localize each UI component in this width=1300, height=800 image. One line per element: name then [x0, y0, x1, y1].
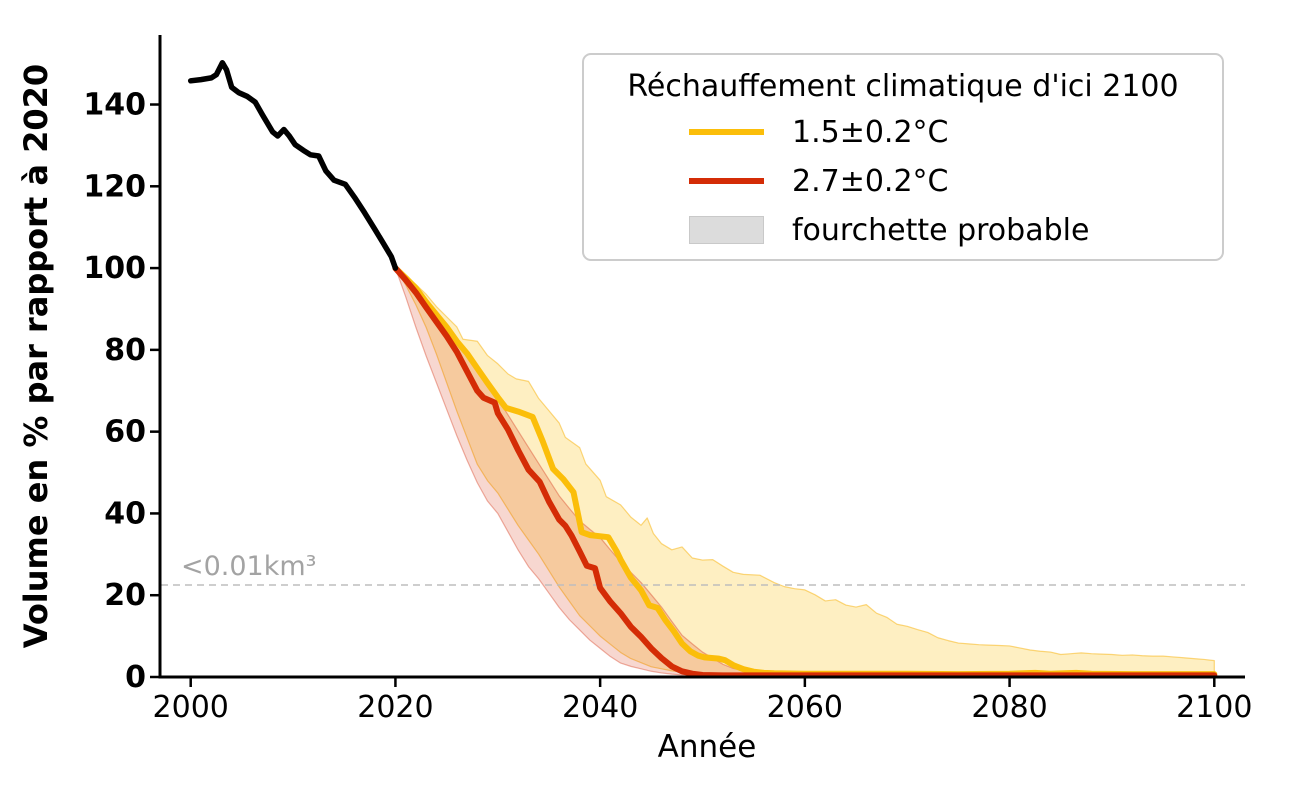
y-axis-title: Volume en % par rapport à 2020 — [17, 63, 55, 649]
x-tick-label: 2080 — [971, 690, 1047, 725]
y-tick-label: 80 — [104, 333, 146, 368]
y-tick-label: 60 — [104, 415, 146, 450]
x-axis-title: Année — [657, 729, 757, 765]
legend-entry-likely-range: fourchette probable — [689, 212, 1090, 248]
legend: Réchauffement climatique d'ici 2100 1.5±… — [582, 53, 1224, 261]
legend-label-2-7: 2.7±0.2°C — [792, 163, 949, 199]
uncertainty-band-0 — [394, 267, 1215, 676]
y-tick-label: 100 — [83, 251, 146, 286]
series-line-2 — [392, 265, 1218, 679]
y-tick-label: 20 — [104, 578, 146, 613]
legend-label-1-5: 1.5±0.2°C — [792, 114, 949, 150]
legend-line-swatch-1-5 — [689, 129, 764, 135]
legend-entry-2-7: 2.7±0.2°C — [689, 163, 949, 199]
x-tick-label: 2100 — [1176, 690, 1252, 725]
legend-patch-swatch-likely-range — [689, 216, 764, 244]
x-tick-label: 2060 — [767, 690, 843, 725]
legend-title: Réchauffement climatique d'ici 2100 — [627, 69, 1179, 104]
legend-line-swatch-2-7 — [689, 178, 764, 184]
y-tick-label: 40 — [104, 496, 146, 531]
y-tick-label: 120 — [83, 169, 146, 204]
legend-entry-1-5: 1.5±0.2°C — [689, 114, 949, 150]
x-tick-label: 2020 — [357, 690, 433, 725]
series-line-0 — [187, 60, 399, 271]
y-tick-label: 0 — [125, 660, 146, 695]
y-tick-label: 140 — [83, 88, 146, 123]
x-tick-label: 2040 — [562, 690, 638, 725]
x-tick-label: 2000 — [153, 690, 229, 725]
legend-label-likely-range: fourchette probable — [792, 212, 1090, 248]
threshold-annotation: <0.01km³ — [181, 551, 317, 582]
